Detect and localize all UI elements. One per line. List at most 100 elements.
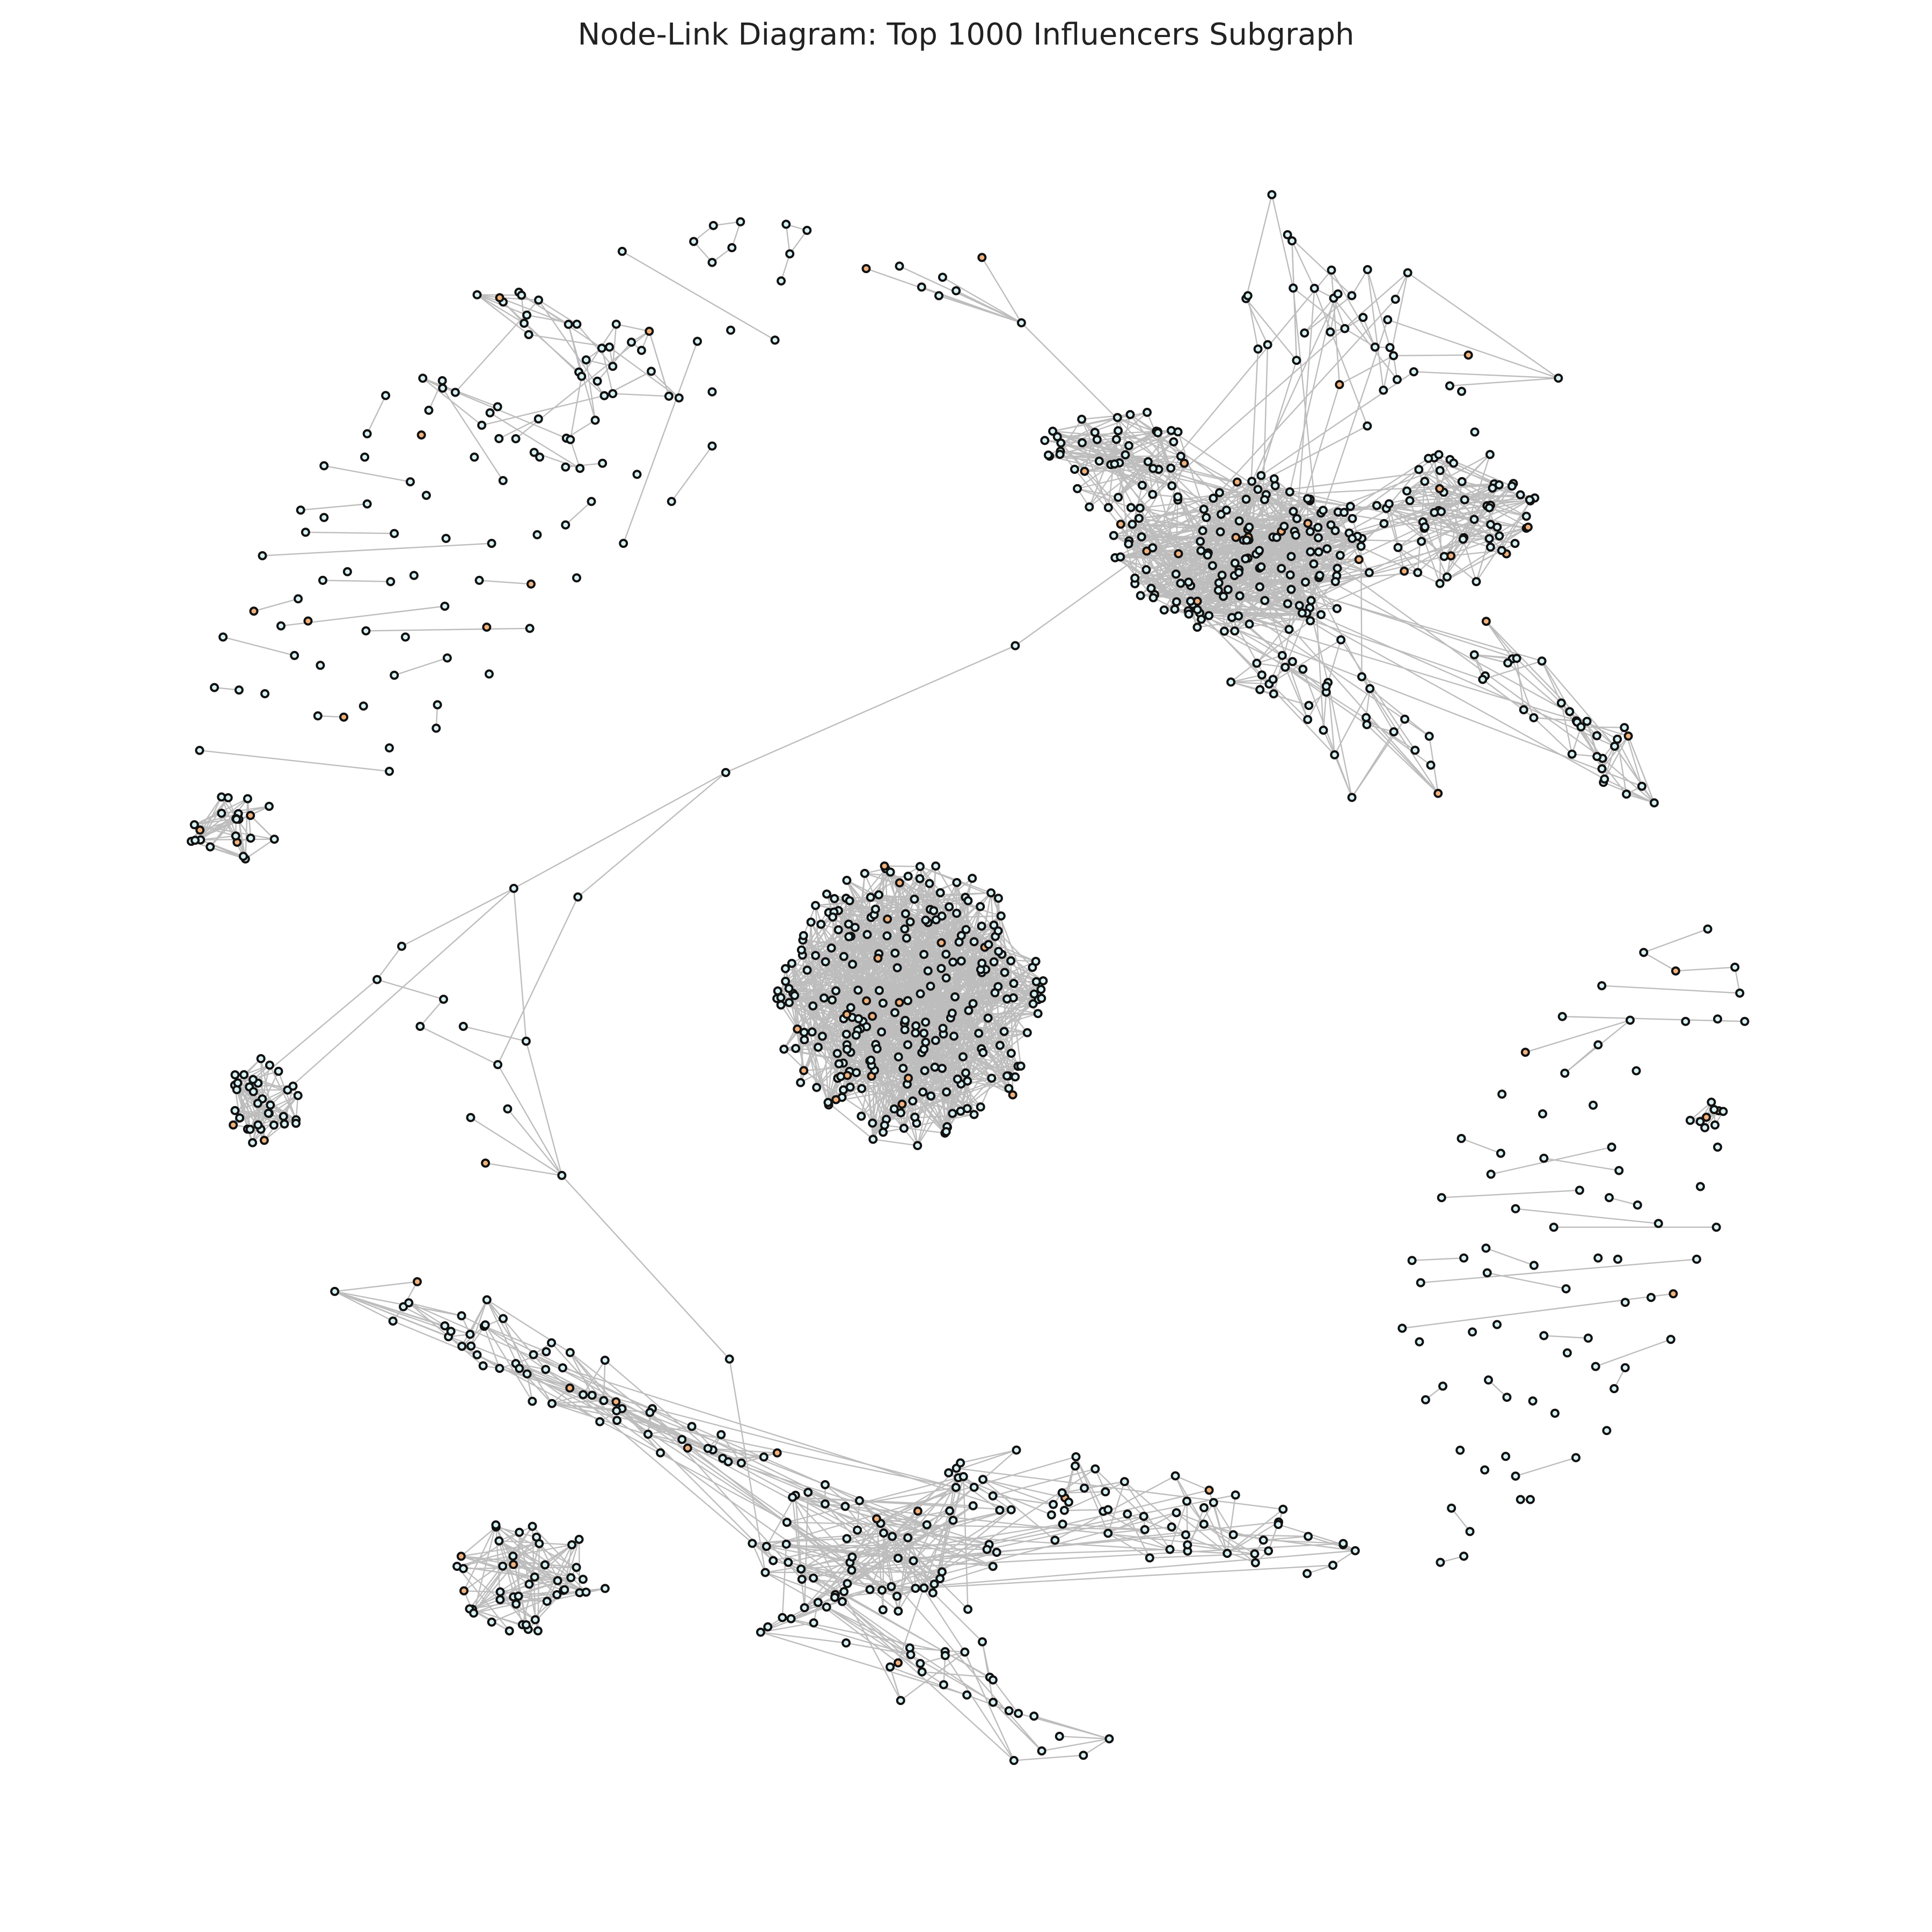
graph-node [581,1587,591,1597]
graph-node [1435,579,1445,588]
graph-node [248,1138,258,1147]
graph-node [1289,283,1298,293]
graph-node [846,1003,855,1012]
graph-node [318,575,327,585]
graph-node [442,653,452,663]
graph-edge [1360,546,1363,677]
graph-edge [708,1447,778,1454]
graph-edge [857,1501,860,1531]
graph-node [465,1329,475,1339]
graph-node [1511,1472,1520,1481]
graph-edge [497,896,579,1065]
graph-node [811,901,821,910]
graph-node [565,1348,575,1357]
graph-edge [851,1542,1343,1571]
graph-edge [1485,1247,1534,1267]
graph-node [1455,1445,1465,1455]
graph-node [1279,522,1289,531]
graph-node [1512,654,1521,663]
graph-node [611,1397,621,1407]
graph-edge [1601,985,1740,994]
graph-node [1345,502,1355,511]
graph-edge [221,796,246,859]
graph-node [1298,664,1308,674]
graph-node [1159,605,1169,615]
graph-edge [824,1484,993,1567]
graph-node [645,1408,655,1417]
graph-node [1609,1384,1619,1393]
graph-edge [1441,1189,1580,1198]
graph-node [1059,1505,1069,1515]
graph-node [848,960,858,969]
graph-node [230,1070,240,1080]
graph-edge [521,295,569,325]
graph-node [1435,484,1445,493]
graph-node [258,551,267,560]
graph-node [557,1170,567,1180]
graph-edge [1322,692,1327,730]
graph-edge [518,1596,547,1602]
graph-node [643,1430,653,1439]
graph-node [1340,508,1349,517]
graph-node [1058,1519,1067,1529]
graph-edge [817,1562,851,1603]
graph-node [919,1044,929,1054]
graph-node [217,808,226,818]
graph-node [1348,533,1357,543]
graph-edge [334,1291,393,1322]
graph-node [1071,1461,1080,1471]
graph-node [1170,1471,1180,1481]
graph-node [249,606,259,616]
graph-edge [1306,570,1405,614]
graph-node [1613,734,1622,744]
graph-edge [260,1058,263,1099]
graph-node [917,282,926,292]
graph-node [882,931,892,941]
graph-edge [521,295,525,324]
graph-node [541,1365,551,1374]
graph-node [1209,493,1218,503]
graph-edge [526,1373,618,1421]
graph-node [724,1354,734,1364]
graph-node [572,573,581,583]
graph-edge [955,961,1036,998]
graph-node [1575,1185,1584,1195]
graph-node [1372,501,1381,510]
graph-node [1497,1089,1507,1099]
graph-node [230,1106,240,1115]
graph-node [269,835,279,844]
graph-node [541,1347,551,1357]
graph-edge [552,1403,688,1449]
graph-node [493,402,502,412]
graph-node [956,1458,965,1468]
graph-edge [1327,639,1342,683]
graph-node [469,1608,479,1618]
graph-node [487,539,496,548]
graph-node [404,1298,414,1308]
graph-node [760,1568,770,1577]
graph-node [1695,1117,1705,1126]
graph-node [1449,458,1459,468]
graph-node [1407,1256,1417,1265]
graph-edge [1146,550,1239,573]
graph-node [1172,597,1181,606]
graph-node [1192,623,1202,632]
graph-edge [981,257,1022,324]
graph-node [988,1675,998,1685]
graph-edge [1245,194,1273,299]
graph-node [989,957,999,967]
graph-node [1314,547,1323,557]
graph-node [855,1496,864,1505]
graph-node [385,766,394,776]
graph-edge [401,888,514,947]
graph-node [441,533,451,543]
graph-node [1327,265,1336,275]
graph-node [894,1606,903,1616]
graph-node [611,319,621,329]
graph-edge [1077,488,1131,508]
graph-node [1221,506,1231,515]
graph-node [1410,745,1420,755]
graph-edge [940,913,957,943]
graph-node [627,338,636,347]
graph-node [831,1095,841,1104]
